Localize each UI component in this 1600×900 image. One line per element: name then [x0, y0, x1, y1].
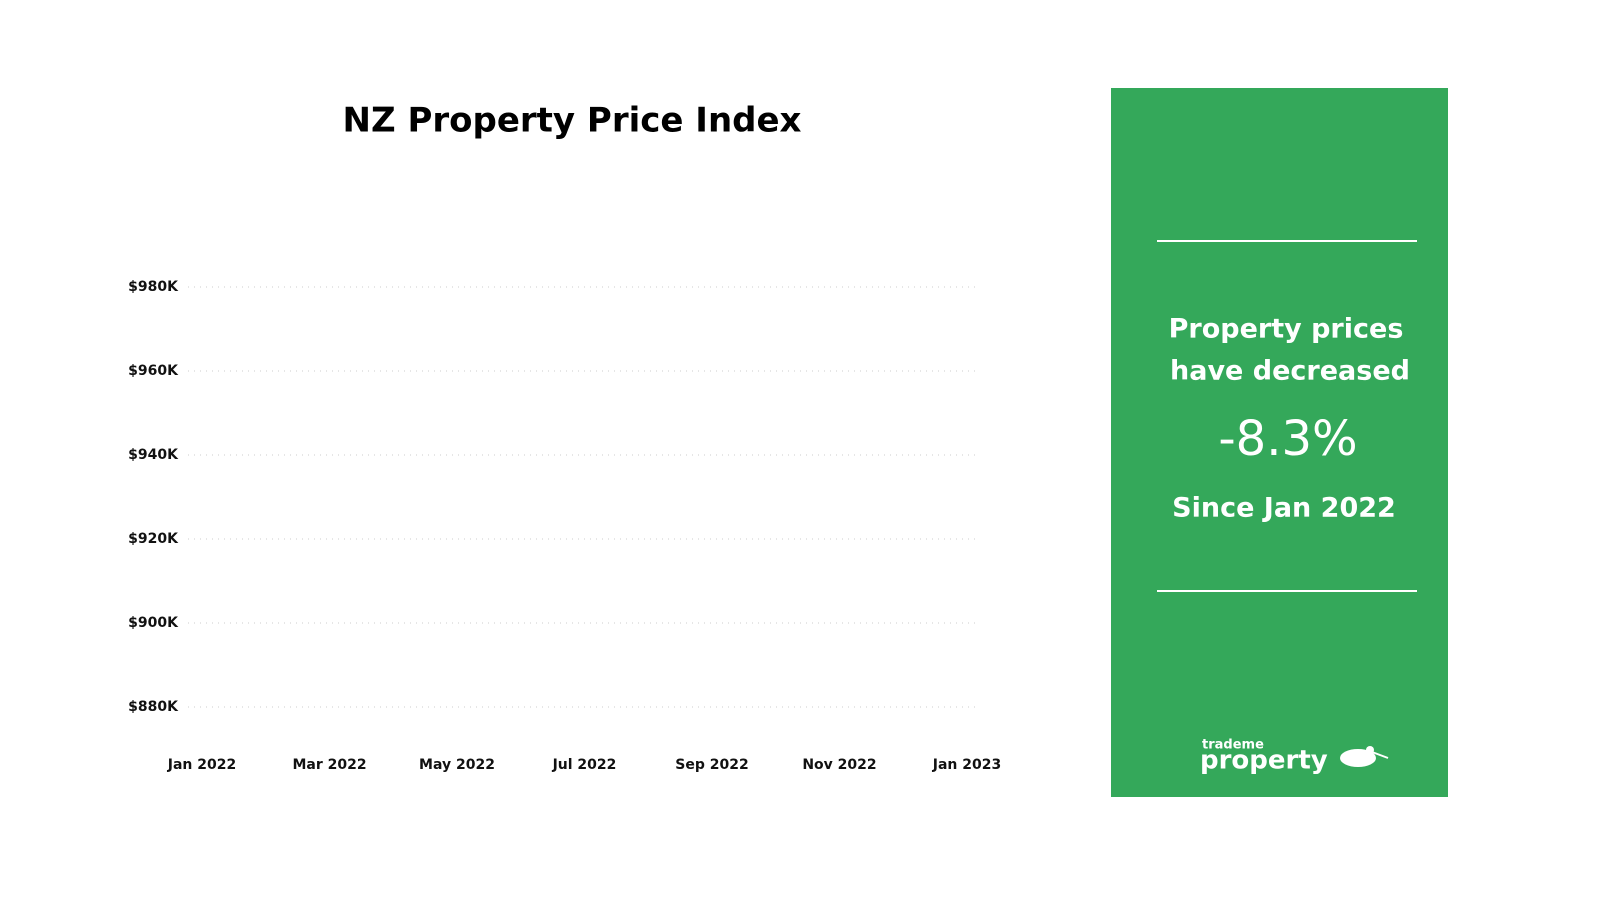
x-tick-label: Nov 2022: [802, 757, 876, 773]
y-tick-label: $960K: [128, 363, 179, 379]
y-tick-label: $980K: [128, 279, 179, 295]
x-tick-label: Mar 2022: [292, 757, 366, 773]
logo-text: trademe: [1202, 738, 1264, 753]
panel-text: Property prices: [1169, 314, 1404, 345]
x-tick-label: Jul 2022: [552, 757, 617, 773]
y-tick-label: $880K: [128, 699, 179, 715]
logo-kiwi: [1340, 746, 1389, 767]
x-tick-label: May 2022: [419, 757, 495, 773]
y-tick-label: $900K: [128, 615, 179, 631]
logo-text: property: [1200, 746, 1328, 776]
x-tick-label: Jan 2022: [167, 757, 236, 773]
panel-text: have decreased: [1170, 356, 1410, 387]
panel-text: Since Jan 2022: [1172, 493, 1396, 524]
y-tick-label: $920K: [128, 531, 179, 547]
x-tick-label: Jan 2023: [932, 757, 1001, 773]
summary-panel: [1111, 88, 1448, 797]
panel-change: -8.3%: [1218, 411, 1357, 467]
chart-title: NZ Property Price Index: [343, 101, 802, 141]
y-tick-label: $940K: [128, 447, 179, 463]
x-tick-label: Sep 2022: [675, 757, 748, 773]
